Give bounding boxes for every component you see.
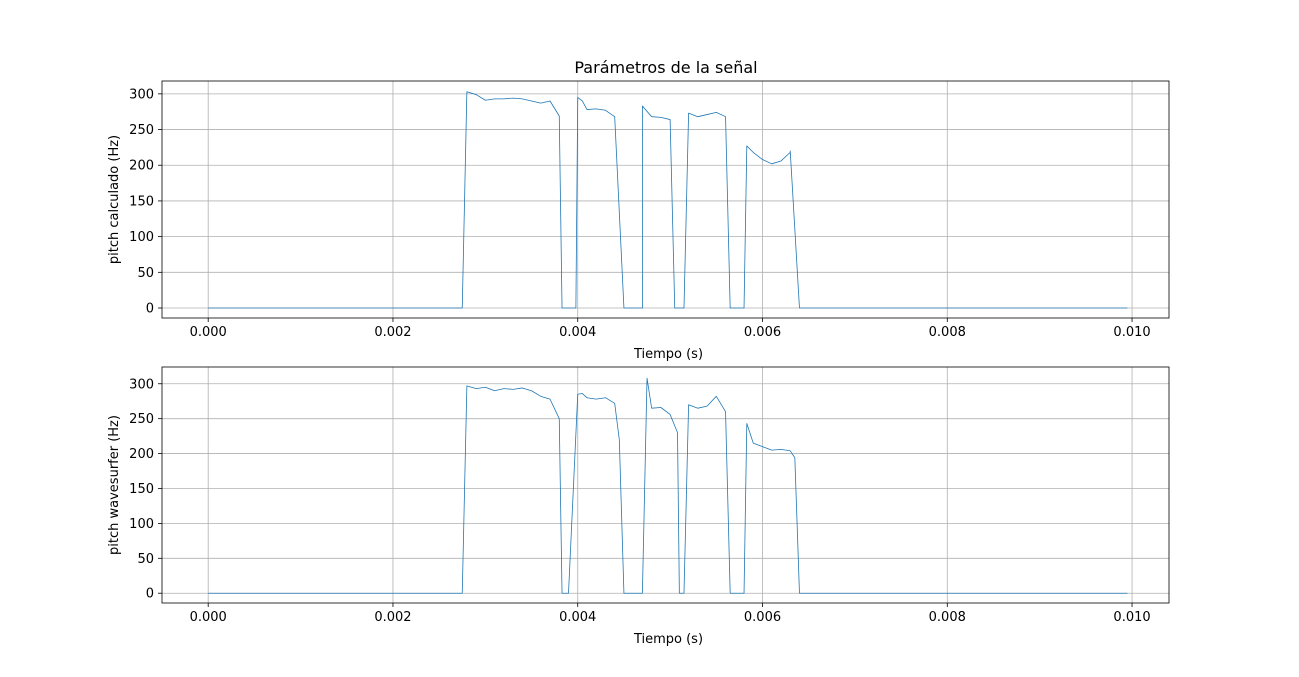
x-tick-label: 0.006 [744,325,781,340]
axes-frame [161,80,1170,319]
y-axis-label: pitch calculado (Hz) [107,135,122,264]
x-axis-label: Tiempo (s) [633,632,703,647]
subplot-2: 0.000 0.002 0.004 0.006 0.008 0.010 0 50 100 150 2… [107,366,1170,647]
y-axis-label: pitch wavesurfer (Hz) [107,415,122,555]
y-tick-label: 250 [129,123,154,138]
y-tick-label: 150 [129,482,154,497]
subplot-1: 0.000 0.002 0.004 0.006 0.008 0.010 0 50 100 150 2… [107,80,1170,362]
y-tick-label: 250 [129,412,154,427]
y-tick-label: 50 [137,266,154,281]
x-tick-label: 0.010 [1113,610,1150,625]
axes-frame [161,366,1170,604]
x-tick-label: 0.008 [929,610,966,625]
y-tick-label: 300 [129,377,154,392]
x-tick-label: 0.000 [190,325,227,340]
y-tick-label: 50 [137,552,154,567]
x-tick-label: 0.010 [1113,325,1150,340]
x-axis-label: Tiempo (s) [633,347,703,362]
pitch-series-line [208,377,1128,594]
x-tick-label: 0.000 [190,610,227,625]
x-tick-label: 0.004 [559,325,596,340]
x-tick-label: 0.004 [559,610,596,625]
y-tick-label: 0 [146,302,154,317]
y-tick-label: 200 [129,159,154,174]
pitch-series-line [208,91,1128,309]
x-tick-label: 0.006 [744,610,781,625]
x-tick-label: 0.002 [374,325,411,340]
x-tick-label: 0.002 [374,610,411,625]
x-tick-label: 0.008 [929,325,966,340]
figure-title: Parámetros de la señal [574,58,757,77]
subplots: 0.000 0.002 0.004 0.006 0.008 0.010 0 50 100 150 2… [107,80,1170,647]
y-tick-label: 200 [129,447,154,462]
y-tick-label: 100 [129,517,154,532]
y-tick-label: 100 [129,230,154,245]
y-tick-label: 150 [129,194,154,209]
y-tick-label: 0 [146,587,154,602]
y-tick-label: 300 [129,87,154,102]
